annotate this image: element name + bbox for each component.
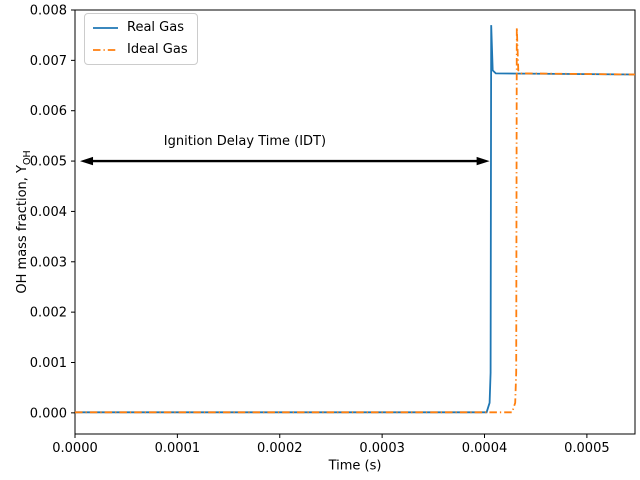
x-tick-label: 0.0000 [52, 441, 98, 456]
legend-label-ideal-gas: Ideal Gas [127, 42, 188, 57]
series-line-real-gas [75, 25, 636, 414]
y-tick-label: 0.008 [30, 4, 67, 19]
idt-arrow-head-left [80, 156, 94, 166]
x-tick-label: 0.0001 [155, 441, 201, 456]
idt-arrow-head-right [476, 156, 490, 166]
y-tick-label: 0.006 [30, 104, 67, 119]
y-axis-label-subscript: OH [21, 150, 33, 166]
y-tick-label: 0.007 [30, 54, 67, 69]
y-tick-label: 0.000 [30, 406, 67, 421]
axes-frame [74, 9, 636, 435]
x-tick-label: 0.0003 [359, 441, 405, 456]
idt-annotation-text: Ignition Delay Time (IDT) [163, 134, 327, 150]
legend-label-real-gas: Real Gas [127, 20, 184, 35]
y-tick-label: 0.005 [30, 155, 67, 170]
y-tick-label: 0.004 [30, 205, 67, 220]
x-axis-label: Time (s) [328, 458, 382, 474]
y-axis-label: OH mass fraction, YOH [15, 150, 33, 293]
ideal-gas-line-sample-icon [93, 49, 118, 51]
legend-item-ideal-gas: Ideal Gas [92, 41, 188, 59]
series-line-ideal-gas [75, 27, 636, 414]
legend-item-real-gas: Real Gas [92, 19, 188, 37]
y-tick-label: 0.002 [30, 306, 67, 321]
y-tick-label: 0.003 [30, 255, 67, 270]
x-tick-label: 0.0005 [564, 441, 610, 456]
real-gas-line-sample-icon [93, 27, 118, 29]
y-tick-label: 0.001 [30, 356, 67, 371]
y-axis-label-text: OH mass fraction, Y [15, 165, 31, 294]
legend-box: Real Gas Ideal Gas [84, 13, 198, 65]
x-tick-label: 0.0002 [257, 441, 303, 456]
x-tick-label: 0.0004 [462, 441, 508, 456]
